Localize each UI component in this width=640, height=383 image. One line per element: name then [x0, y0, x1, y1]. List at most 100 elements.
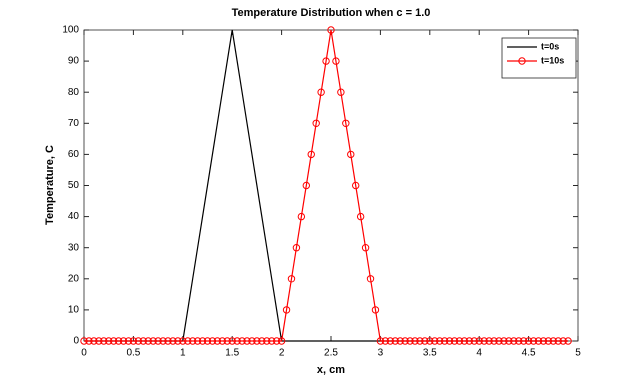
- legend-marker: [518, 57, 526, 65]
- y-tick-label: 70: [68, 118, 80, 129]
- data-point: [396, 337, 404, 345]
- data-point: [495, 337, 503, 345]
- x-tick-label: 1.5: [225, 348, 239, 359]
- data-point: [450, 337, 459, 345]
- y-tick-label: 10: [68, 305, 80, 316]
- data-point: [228, 337, 236, 345]
- data-point: [80, 337, 88, 345]
- data-point: [539, 337, 548, 345]
- x-tick-label: 0.5: [126, 348, 140, 359]
- data-point: [554, 337, 562, 345]
- data-point: [213, 337, 222, 345]
- data-point: [564, 337, 572, 345]
- data-point: [203, 337, 212, 345]
- legend-label: t=10s: [541, 55, 564, 65]
- data-point: [322, 57, 330, 65]
- data-point: [500, 337, 508, 345]
- data-point: [193, 337, 202, 345]
- data-point: [268, 337, 276, 345]
- data-point: [100, 337, 108, 345]
- x-tick-label: 3.5: [423, 348, 437, 359]
- data-point: [401, 337, 409, 345]
- data-point: [134, 337, 143, 345]
- legend-label: t=0s: [541, 41, 559, 51]
- data-point: [307, 150, 315, 159]
- data-point: [129, 337, 138, 345]
- data-point: [174, 337, 182, 345]
- data-point: [154, 337, 162, 345]
- data-point: [124, 337, 133, 345]
- data-point: [485, 337, 493, 345]
- data-point: [352, 181, 360, 190]
- data-point: [529, 337, 538, 345]
- data-point: [460, 337, 469, 345]
- x-tick-label: 4: [476, 348, 482, 359]
- data-point: [139, 337, 147, 345]
- data-point: [179, 337, 187, 345]
- data-point: [188, 337, 197, 345]
- data-point: [272, 337, 281, 345]
- data-point: [208, 337, 217, 345]
- data-point: [149, 337, 157, 345]
- data-point: [426, 337, 434, 345]
- data-point: [292, 244, 301, 252]
- data-point: [347, 150, 355, 159]
- y-tick-label: 20: [68, 273, 80, 284]
- data-point: [356, 212, 365, 221]
- data-point: [90, 337, 98, 345]
- data-point: [490, 337, 498, 345]
- data-point: [85, 337, 93, 345]
- data-point: [505, 337, 513, 345]
- data-point: [391, 337, 399, 345]
- data-point: [302, 181, 310, 190]
- data-point: [198, 337, 207, 345]
- legend-box: [501, 37, 577, 79]
- data-point: [184, 337, 192, 345]
- data-point: [105, 337, 113, 345]
- x-tick-label: 2: [279, 348, 285, 359]
- y-tick-label: 30: [68, 242, 80, 253]
- x-axis-label: x, cm: [317, 364, 345, 376]
- data-point: [455, 337, 464, 345]
- data-point: [159, 337, 167, 345]
- data-point: [233, 337, 241, 345]
- x-tick-label: 2.5: [324, 348, 338, 359]
- data-point: [263, 337, 271, 345]
- data-point: [406, 337, 414, 345]
- data-point: [258, 337, 266, 345]
- data-point: [440, 337, 449, 345]
- data-point: [297, 212, 306, 221]
- data-point: [164, 337, 172, 345]
- data-point: [465, 337, 474, 345]
- data-point: [376, 337, 385, 345]
- x-tick-label: 1: [180, 348, 186, 359]
- data-point: [312, 119, 320, 128]
- data-point: [534, 337, 543, 345]
- data-point: [114, 337, 123, 345]
- data-point: [119, 337, 128, 345]
- data-point: [248, 337, 256, 345]
- data-point: [332, 57, 340, 65]
- data-point: [327, 26, 335, 34]
- data-point: [519, 337, 528, 345]
- data-point: [366, 275, 375, 283]
- data-point: [524, 337, 533, 345]
- data-point: [282, 306, 291, 314]
- data-point: [218, 337, 227, 345]
- data-point: [337, 88, 345, 96]
- data-point: [317, 88, 325, 96]
- data-point: [475, 337, 483, 345]
- data-point: [144, 337, 152, 345]
- data-point: [223, 337, 231, 345]
- data-point: [371, 306, 380, 314]
- data-point: [431, 337, 439, 345]
- y-axis-label: Temperature, C: [44, 145, 56, 225]
- x-tick-label: 0: [81, 348, 87, 359]
- data-point: [515, 337, 523, 345]
- data-point: [445, 337, 454, 345]
- data-point: [342, 119, 350, 128]
- x-tick-label: 4.5: [522, 348, 536, 359]
- data-point: [544, 337, 553, 345]
- data-point: [559, 337, 567, 345]
